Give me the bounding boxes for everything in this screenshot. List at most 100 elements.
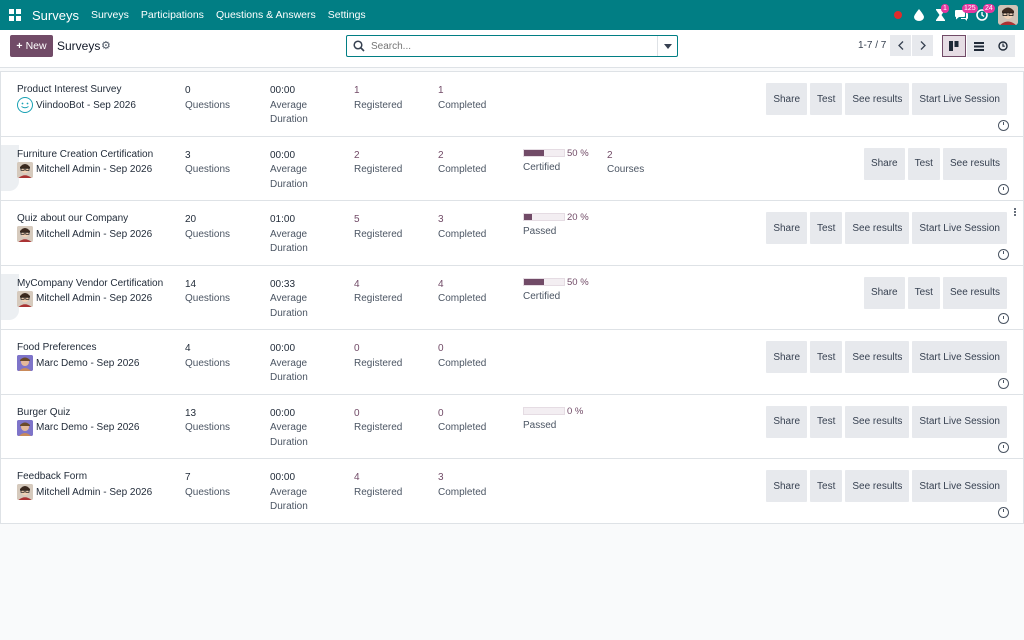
share-button[interactable]: Share: [766, 212, 808, 244]
start-live-session-button[interactable]: Start Live Session: [912, 470, 1007, 502]
completed-count[interactable]: 0: [438, 343, 444, 354]
registered-count[interactable]: 1: [354, 85, 360, 96]
start-live-session-button[interactable]: Start Live Session: [912, 83, 1007, 115]
completed-count[interactable]: 4: [438, 278, 444, 290]
survey-row[interactable]: Product Interest Survey ViindooBot - Sep …: [1, 72, 1023, 137]
activity-clock-icon[interactable]: [998, 248, 1009, 260]
survey-row[interactable]: Burger Quiz Marc Demo - Sep 2026 13 Questio…: [1, 394, 1023, 459]
test-button[interactable]: Test: [810, 470, 843, 502]
see-results-button[interactable]: See results: [845, 405, 910, 438]
pager-value[interactable]: 1-7 / 7: [858, 40, 887, 51]
survey-title[interactable]: MyCompany Vendor Certification: [17, 277, 164, 289]
registered-count[interactable]: 4: [354, 278, 360, 290]
see-results-button[interactable]: See results: [845, 212, 910, 244]
share-button[interactable]: Share: [863, 147, 905, 180]
list-view-button[interactable]: [967, 35, 991, 57]
registered-stat[interactable]: 2 Registered: [354, 149, 402, 178]
updates-clock-icon[interactable]: 24: [972, 0, 995, 30]
completed-count[interactable]: 3: [438, 214, 444, 225]
share-button[interactable]: Share: [863, 276, 905, 309]
new-button[interactable]: + New: [10, 35, 53, 57]
drop-icon[interactable]: [909, 0, 929, 30]
registered-stat[interactable]: 4 Registered: [354, 278, 402, 307]
completed-stat[interactable]: 3 Completed: [438, 213, 486, 242]
menu-participations[interactable]: Participations: [140, 9, 204, 21]
registered-stat[interactable]: 4 Registered: [354, 471, 402, 500]
gear-icon[interactable]: ⚙: [101, 40, 111, 52]
start-live-session-button[interactable]: Start Live Session: [912, 212, 1007, 244]
messages-icon[interactable]: 125: [951, 0, 978, 30]
start-live-session-button[interactable]: Start Live Session: [912, 341, 1007, 373]
apps-menu-icon[interactable]: [0, 0, 30, 30]
completed-count[interactable]: 1: [438, 85, 444, 96]
activity-clock-icon[interactable]: [998, 506, 1009, 518]
registered-count[interactable]: 0: [354, 343, 360, 354]
activity-view-button[interactable]: [991, 35, 1015, 57]
test-button[interactable]: Test: [810, 341, 843, 373]
menu-questions-answers[interactable]: Questions & Answers: [215, 9, 316, 21]
see-results-button[interactable]: See results: [845, 470, 910, 502]
share-button[interactable]: Share: [766, 83, 808, 115]
share-button[interactable]: Share: [766, 341, 808, 373]
survey-title[interactable]: Product Interest Survey: [17, 84, 122, 95]
registered-stat[interactable]: 5 Registered: [354, 213, 402, 242]
see-results-button[interactable]: See results: [942, 147, 1007, 180]
completed-count[interactable]: 2: [438, 149, 444, 161]
start-live-session-button[interactable]: Start Live Session: [912, 405, 1007, 438]
test-button[interactable]: Test: [810, 405, 843, 438]
registered-stat[interactable]: 0 Registered: [354, 342, 402, 371]
test-button[interactable]: Test: [907, 276, 940, 309]
registered-stat[interactable]: 1 Registered: [354, 84, 402, 113]
completed-stat[interactable]: 3 Completed: [438, 471, 486, 500]
survey-row[interactable]: Furniture Creation Certification Mitchell…: [1, 136, 1023, 201]
search-input[interactable]: [371, 39, 651, 53]
completed-count[interactable]: 3: [438, 472, 444, 483]
completed-stat[interactable]: 0 Completed: [438, 342, 486, 371]
survey-row[interactable]: Food Preferences Marc Demo - Sep 2026 4 Que…: [1, 330, 1023, 395]
pager-next-button[interactable]: [912, 35, 933, 56]
courses-count[interactable]: 2: [607, 149, 613, 161]
survey-title[interactable]: Burger Quiz: [17, 406, 71, 418]
registered-count[interactable]: 0: [354, 407, 360, 419]
completed-stat[interactable]: 0 Completed: [438, 407, 486, 436]
user-avatar[interactable]: [998, 5, 1018, 25]
activity-clock-icon[interactable]: [998, 184, 1009, 195]
completed-stat[interactable]: 2 Completed: [438, 149, 486, 178]
survey-title[interactable]: Quiz about our Company: [17, 213, 129, 224]
survey-row[interactable]: Quiz about our Company Mitchell Admin - S…: [1, 201, 1023, 266]
survey-title[interactable]: Feedback Form: [17, 471, 88, 482]
activity-clock-icon[interactable]: [998, 313, 1009, 324]
share-button[interactable]: Share: [766, 405, 808, 438]
registered-count[interactable]: 2: [354, 149, 360, 161]
app-brand[interactable]: Surveys: [32, 7, 79, 23]
search-options-toggle[interactable]: [657, 36, 677, 56]
activity-clock-icon[interactable]: [998, 442, 1009, 453]
menu-surveys[interactable]: Surveys: [90, 9, 129, 21]
see-results-button[interactable]: See results: [845, 83, 910, 115]
pager-previous-button[interactable]: [890, 35, 911, 56]
kebab-menu-icon[interactable]: [1013, 208, 1017, 218]
menu-settings[interactable]: Settings: [327, 9, 366, 21]
completed-count[interactable]: 0: [438, 407, 444, 419]
activity-clock-icon[interactable]: [998, 377, 1009, 389]
courses-stat[interactable]: 2 Courses: [607, 149, 644, 178]
kanban-view-button[interactable]: [942, 35, 966, 57]
see-results-button[interactable]: See results: [942, 276, 1007, 309]
survey-row[interactable]: Feedback Form Mitchell Admin - Sep 2026 7 Q…: [1, 459, 1023, 524]
survey-row[interactable]: MyCompany Vendor Certification Mitchell A…: [1, 265, 1023, 330]
registered-count[interactable]: 4: [354, 472, 360, 483]
survey-title[interactable]: Food Preferences: [17, 342, 97, 353]
completed-stat[interactable]: 1 Completed: [438, 84, 486, 113]
recording-indicator[interactable]: [888, 0, 908, 30]
activity-clock-icon[interactable]: [998, 119, 1009, 131]
see-results-button[interactable]: See results: [845, 341, 910, 373]
registered-count[interactable]: 5: [354, 214, 360, 225]
test-button[interactable]: Test: [810, 83, 843, 115]
registered-stat[interactable]: 0 Registered: [354, 407, 402, 436]
share-button[interactable]: Share: [766, 470, 808, 502]
activity-hourglass-icon[interactable]: 1: [930, 0, 950, 30]
test-button[interactable]: Test: [907, 147, 940, 180]
test-button[interactable]: Test: [810, 212, 843, 244]
survey-title[interactable]: Furniture Creation Certification: [17, 148, 154, 160]
completed-stat[interactable]: 4 Completed: [438, 278, 486, 307]
